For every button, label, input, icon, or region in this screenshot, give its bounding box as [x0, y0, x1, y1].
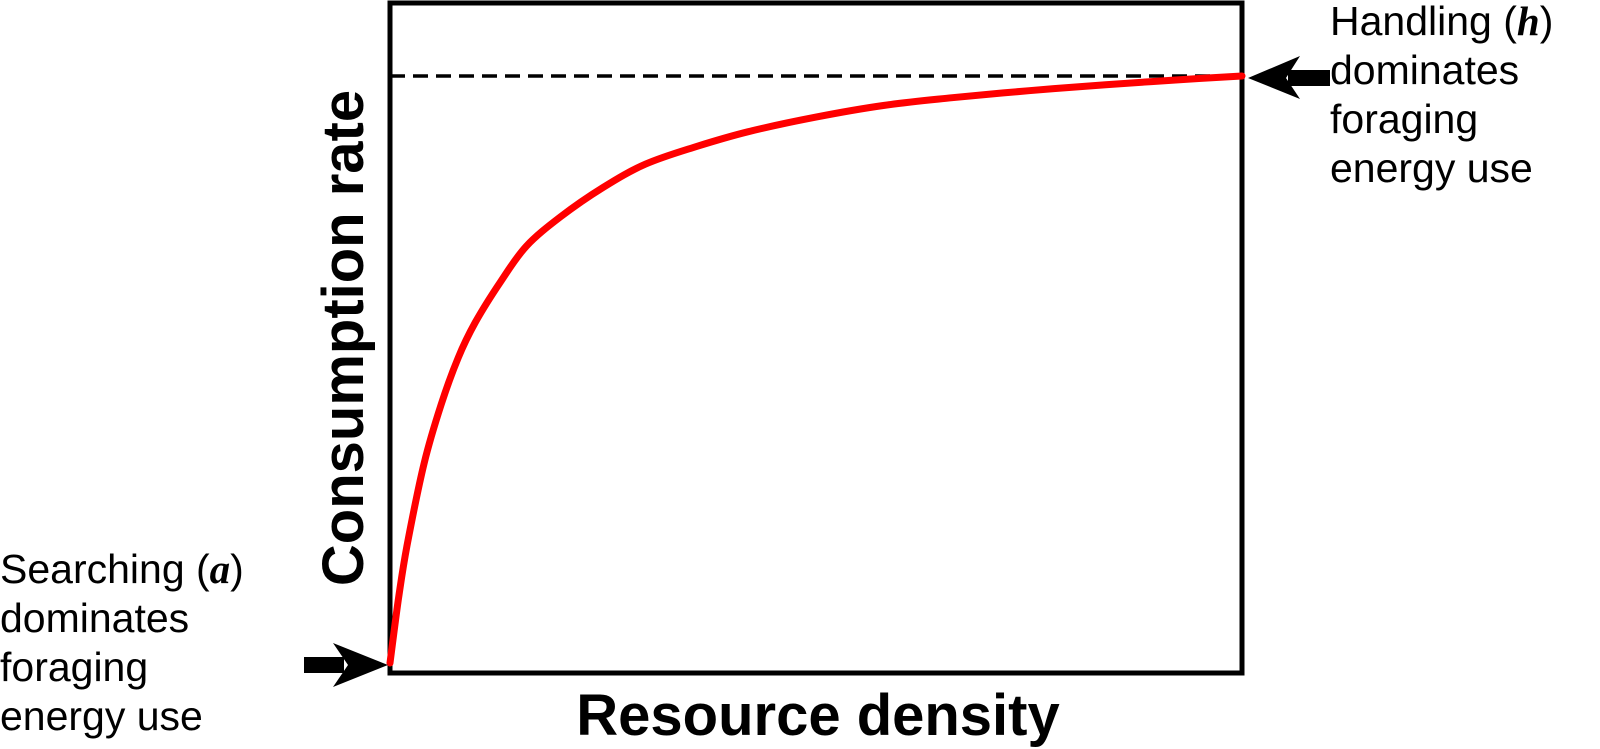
consumption-curve	[386, 72, 1246, 667]
annotation-line: Handling (h)	[1330, 0, 1553, 46]
annotation-searching: Searching (a) dominates foraging energy …	[0, 545, 244, 741]
annotation-line: energy use	[0, 693, 203, 739]
annotation-text: )	[1539, 0, 1554, 44]
annotation-line: dominates	[1330, 47, 1520, 93]
annotation-text: )	[230, 546, 244, 592]
annotation-line: energy use	[1330, 145, 1533, 191]
annotation-line: foraging	[1330, 96, 1479, 142]
annotation-line: dominates	[0, 595, 190, 641]
annotation-text: Handling (	[1330, 0, 1517, 44]
annotation-text: Searching (	[0, 546, 210, 592]
right-arrow-icon	[1248, 56, 1330, 99]
x-axis-label: Resource density	[576, 683, 1060, 748]
y-axis-label: Consumption rate	[311, 90, 376, 586]
plot-frame	[387, 0, 1245, 676]
annotation-handling: Handling (h) dominates foraging energy u…	[1330, 0, 1553, 193]
variable-h: h	[1516, 0, 1540, 44]
annotation-line: Searching (a)	[0, 545, 244, 594]
variable-a: a	[209, 546, 231, 592]
left-arrow-icon	[304, 643, 388, 687]
annotation-line: foraging	[0, 644, 149, 690]
